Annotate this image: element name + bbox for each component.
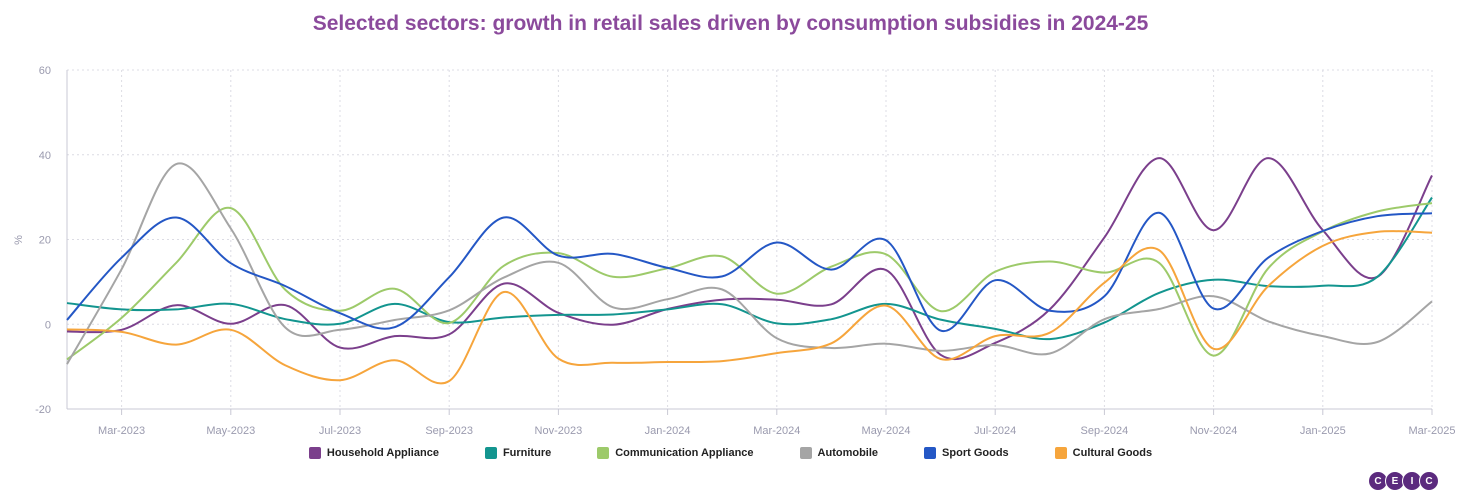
series-line-communication-appliance bbox=[66, 202, 1433, 361]
y-tick-label: -20 bbox=[35, 404, 51, 416]
legend: Household Appliance Furniture Communicatio… bbox=[0, 447, 1461, 459]
series-line-household-appliance bbox=[66, 157, 1433, 361]
x-tick-label: Jan-2024 bbox=[645, 425, 691, 437]
legend-label: Automobile bbox=[817, 447, 879, 459]
legend-label: Household Appliance bbox=[326, 447, 439, 459]
y-tick-label: 60 bbox=[39, 65, 51, 77]
legend-swatch bbox=[799, 447, 812, 459]
legend-item[interactable]: Sport Goods bbox=[924, 447, 1009, 459]
series-line-automobile bbox=[66, 162, 1433, 365]
legend-item[interactable]: Communication Appliance bbox=[597, 447, 754, 459]
legend-swatch bbox=[597, 447, 610, 459]
legend-swatch bbox=[308, 447, 321, 459]
x-tick-label: Mar-2025 bbox=[1408, 425, 1455, 437]
series-line-cultural-goods bbox=[66, 230, 1433, 385]
grid bbox=[67, 69, 1433, 410]
x-tick-label: Sep-2024 bbox=[1081, 425, 1129, 437]
x-tick-label: Nov-2023 bbox=[535, 425, 583, 437]
x-tick-label: Jul-2023 bbox=[319, 425, 361, 437]
x-tick-label: Jan-2025 bbox=[1300, 425, 1346, 437]
x-tick-label: Jul-2024 bbox=[974, 425, 1016, 437]
y-axis-label: % bbox=[13, 235, 25, 245]
y-tick-label: 20 bbox=[39, 235, 51, 247]
legend-label: Furniture bbox=[502, 447, 552, 459]
series-line-furniture bbox=[66, 196, 1433, 341]
legend-item[interactable]: Automobile bbox=[799, 447, 879, 459]
series-line-sport-goods bbox=[66, 211, 1433, 332]
legend-swatch bbox=[484, 447, 497, 459]
y-tick-label: 0 bbox=[45, 319, 51, 331]
legend-item[interactable]: Household Appliance bbox=[308, 447, 439, 459]
x-tick-label: Mar-2024 bbox=[753, 425, 800, 437]
logo-letter: C bbox=[1419, 471, 1439, 491]
legend-swatch bbox=[924, 447, 937, 459]
legend-item[interactable]: Cultural Goods bbox=[1054, 447, 1153, 459]
axes: -20 0 20 40 60 Mar-2023 May-2023 Jul-2023 Sep-20… bbox=[35, 65, 1455, 437]
x-tick-label: May-2024 bbox=[862, 425, 911, 437]
legend-label: Sport Goods bbox=[942, 447, 1009, 459]
legend-label: Communication Appliance bbox=[615, 447, 754, 459]
x-tick-label: Sep-2023 bbox=[425, 425, 473, 437]
x-tick-label: Nov-2024 bbox=[1190, 425, 1238, 437]
legend-swatch bbox=[1054, 447, 1067, 459]
legend-label: Cultural Goods bbox=[1072, 447, 1153, 459]
x-tick-label: May-2023 bbox=[206, 425, 255, 437]
y-tick-label: 40 bbox=[39, 150, 51, 162]
chart-title: Selected sectors: growth in retail sales… bbox=[312, 12, 1149, 35]
legend-item[interactable]: Furniture bbox=[484, 447, 552, 459]
series-lines bbox=[66, 157, 1433, 385]
x-tick-label: Mar-2023 bbox=[98, 425, 145, 437]
